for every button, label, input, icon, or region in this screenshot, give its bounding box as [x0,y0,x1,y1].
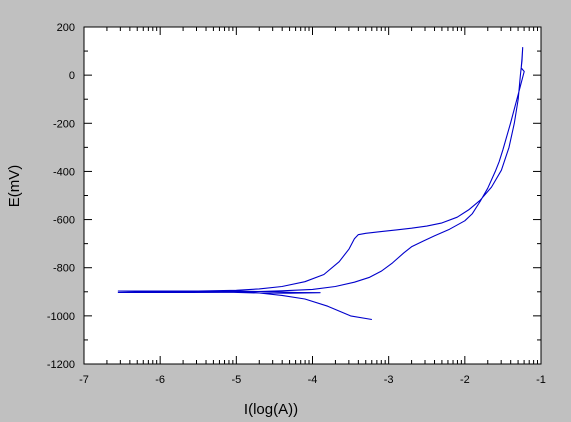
y-tick-label: -1200 [47,359,75,371]
y-tick-label: -1000 [47,311,75,323]
y-tick-label: -400 [53,166,75,178]
x-tick-label: -1 [536,374,546,386]
x-tick-label: -2 [460,374,470,386]
x-tick-label: -4 [308,374,318,386]
x-tick-label: -5 [231,374,241,386]
y-axis-title: E(mV) [6,165,23,208]
series-line [117,46,525,321]
x-tick-label: -6 [155,374,165,386]
y-tick-label: -800 [53,263,75,275]
x-tick-label: -3 [384,374,394,386]
plot-area [83,26,542,365]
y-tick-label: -600 [53,215,75,227]
x-tick-label: -7 [79,374,89,386]
y-tick-label: 200 [57,22,75,34]
y-tick-label: -200 [53,118,75,130]
x-axis-title: I(log(A)) [244,401,298,418]
y-tick-label: 0 [69,70,75,82]
